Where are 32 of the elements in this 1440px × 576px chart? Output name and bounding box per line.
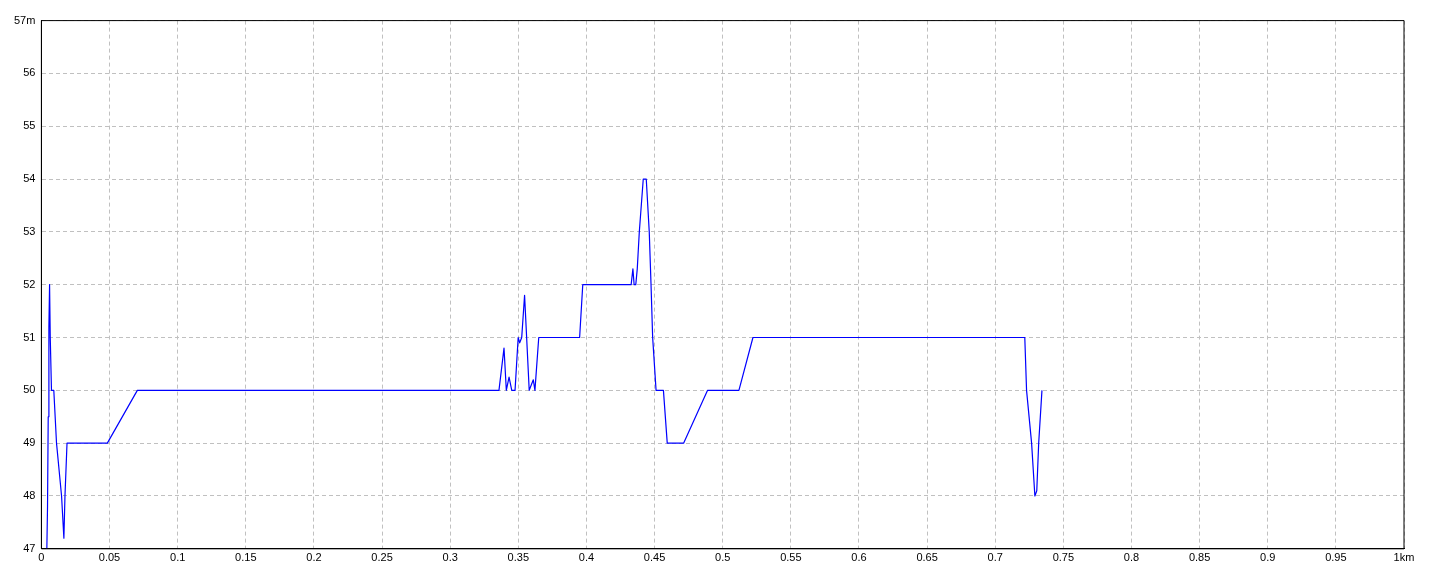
y-tick-label: 49 (23, 436, 36, 449)
y-tick-label: 57m (13, 13, 36, 26)
x-tick-label: 0.1 (170, 551, 186, 564)
x-tick-label: 0.7 (987, 551, 1003, 564)
x-tick-label: 0.05 (98, 551, 121, 564)
x-tick-label: 0.45 (643, 551, 666, 564)
y-tick-label: 54 (23, 172, 36, 185)
x-tick-label: 0.15 (235, 551, 257, 564)
x-tick-label: 0.4 (578, 551, 595, 564)
x-tick-label: 0.3 (442, 551, 458, 564)
x-tick-label: 1km (1393, 551, 1415, 564)
y-tick-label: 50 (23, 383, 36, 396)
x-tick-label: 0.55 (780, 551, 802, 564)
x-tick-label: 0.8 (1123, 551, 1140, 564)
x-tick-label: 0.2 (306, 551, 322, 564)
x-tick-label: 0.9 (1260, 551, 1276, 564)
y-tick-label: 47 (23, 541, 36, 554)
x-tick-label: 0.85 (1188, 551, 1211, 564)
x-tick-label: 0.6 (851, 551, 867, 564)
x-tick-label: 0.65 (916, 551, 938, 564)
x-tick-label: 0.25 (371, 551, 393, 564)
y-tick-label: 51 (23, 330, 36, 343)
x-tick-label: 0.95 (1325, 551, 1347, 564)
y-tick-label: 56 (23, 66, 36, 79)
y-tick-label: 53 (23, 224, 36, 237)
y-tick-label: 52 (23, 277, 36, 290)
x-tick-label: 0.75 (1052, 551, 1075, 564)
x-tick-label: 0 (38, 551, 45, 564)
x-tick-label: 0.35 (507, 551, 530, 564)
x-tick-label: 0.5 (715, 551, 731, 564)
y-tick-label: 55 (23, 119, 36, 132)
y-tick-label: 48 (23, 489, 36, 502)
